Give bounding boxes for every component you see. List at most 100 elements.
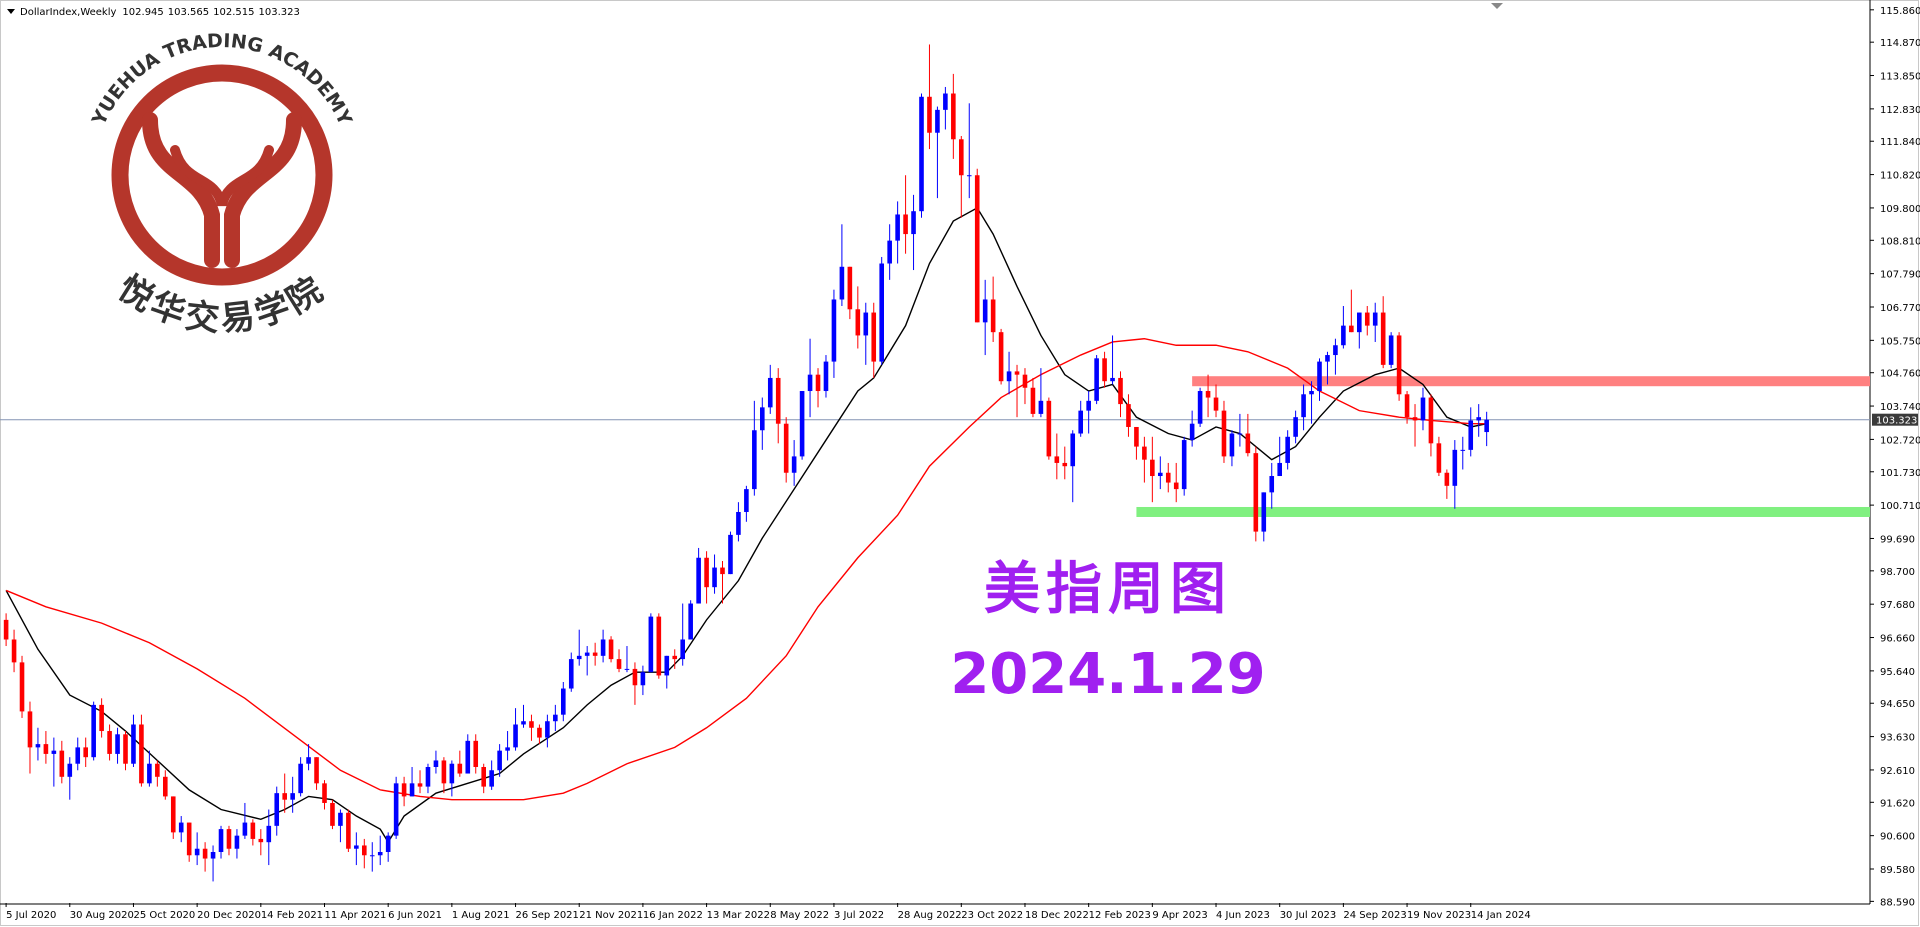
candle-body (1237, 433, 1243, 435)
candle-body (417, 783, 423, 787)
candle-body (919, 96, 924, 212)
y-tick-label: 94.650 (1880, 699, 1915, 710)
candle-body (362, 845, 367, 856)
candle-body (736, 511, 741, 535)
candle-body (959, 139, 964, 176)
y-tick-label: 111.840 (1880, 137, 1920, 148)
candle-body (3, 619, 9, 640)
candle-body (1229, 433, 1235, 457)
candle-body (27, 711, 33, 748)
candle-body (218, 829, 224, 852)
candle-body (672, 655, 678, 660)
x-tick-label: 8 May 2022 (770, 910, 829, 921)
plot-layer (0, 44, 1870, 882)
candle-body (799, 391, 805, 457)
candle-body (43, 744, 49, 754)
candle-body (1349, 325, 1354, 333)
candle-body (242, 822, 248, 836)
candle-body (680, 639, 685, 660)
candle-body (863, 312, 869, 336)
y-tick-label: 114.870 (1880, 38, 1920, 49)
y-tick-label: 103.740 (1880, 402, 1920, 413)
candle-body (449, 763, 455, 784)
candle-body (1476, 417, 1481, 421)
candle-body (1484, 419, 1489, 433)
candle-body (656, 616, 662, 676)
candle-body (1189, 423, 1195, 441)
header: DollarIndex,Weekly 102.945 103.565 102.515 1… (20, 7, 300, 18)
candle-body (1158, 472, 1163, 477)
candle-body (354, 845, 359, 849)
candle-body (624, 668, 630, 670)
candle-body (202, 848, 208, 859)
header-arrow (7, 9, 15, 14)
candle-body (1396, 335, 1402, 395)
y-tick-label: 115.860 (1880, 6, 1920, 17)
candle-body (911, 211, 916, 235)
x-tick-label: 12 Feb 2023 (1089, 910, 1151, 921)
candle-body (346, 812, 351, 849)
candle-body (1221, 410, 1227, 457)
y-tick-label: 95.640 (1880, 667, 1915, 678)
candle-body (752, 430, 757, 490)
close-value: 103.323 (259, 7, 300, 18)
candle-body (266, 825, 272, 843)
candle-body (640, 672, 646, 686)
annotation-title: 美指周图 (984, 557, 1232, 622)
candle-body (1062, 462, 1068, 467)
candle-body (83, 747, 88, 758)
candle-body (1357, 312, 1362, 333)
candle-body (1038, 400, 1044, 414)
candle-body (19, 662, 25, 712)
candle-body (744, 489, 749, 512)
x-tick-label: 30 Jul 2023 (1280, 910, 1337, 921)
x-tick-label: 20 Dec 2020 (197, 910, 261, 921)
candle-body (998, 332, 1004, 382)
candle-body (696, 557, 701, 604)
candle-body (1046, 400, 1052, 457)
candle-body (322, 783, 327, 803)
y-tick-label: 88.590 (1880, 897, 1915, 908)
x-tick-label: 21 Nov 2021 (579, 910, 643, 921)
candle-body (1245, 433, 1251, 454)
candle-body (75, 747, 81, 764)
candle-body (1428, 397, 1434, 444)
candle-body (1006, 371, 1012, 382)
candle-body (521, 721, 526, 725)
candle-body (139, 724, 144, 784)
y-tick-label: 93.630 (1880, 733, 1915, 744)
candle-body (107, 731, 112, 754)
candle-body (831, 299, 837, 362)
candle-body (369, 855, 375, 857)
candle-body (1341, 325, 1346, 346)
candle-body (393, 783, 399, 836)
candle-body (1317, 361, 1322, 392)
candle-body (584, 652, 590, 656)
candle-body (720, 567, 725, 575)
candle-body (1460, 449, 1466, 451)
candle-body (457, 763, 463, 774)
candle-body (155, 763, 160, 777)
candle-body (592, 652, 598, 656)
candle-body (974, 175, 980, 323)
candle-body (879, 263, 884, 362)
candle-body (1420, 397, 1426, 421)
x-tick-label: 4 Jun 2023 (1216, 910, 1270, 921)
y-tick-label: 89.580 (1880, 865, 1915, 876)
candle-body (1277, 462, 1282, 477)
candle-body (1134, 426, 1139, 447)
x-tick-label: 28 Aug 2022 (898, 910, 962, 921)
candle-body (505, 747, 510, 751)
candle-body (1030, 387, 1036, 414)
x-tick-label: 3 Jul 2022 (834, 910, 884, 921)
y-tick-label: 109.800 (1880, 204, 1920, 215)
candle-body (1309, 391, 1314, 395)
low-value: 102.515 (213, 7, 254, 18)
candle-body (210, 851, 216, 859)
candle-body (537, 727, 542, 738)
x-tick-label: 9 Apr 2023 (1152, 910, 1207, 921)
candle-body (887, 240, 892, 264)
candle-body (123, 734, 128, 764)
candle-body (59, 750, 65, 777)
candle-body (1070, 433, 1076, 467)
